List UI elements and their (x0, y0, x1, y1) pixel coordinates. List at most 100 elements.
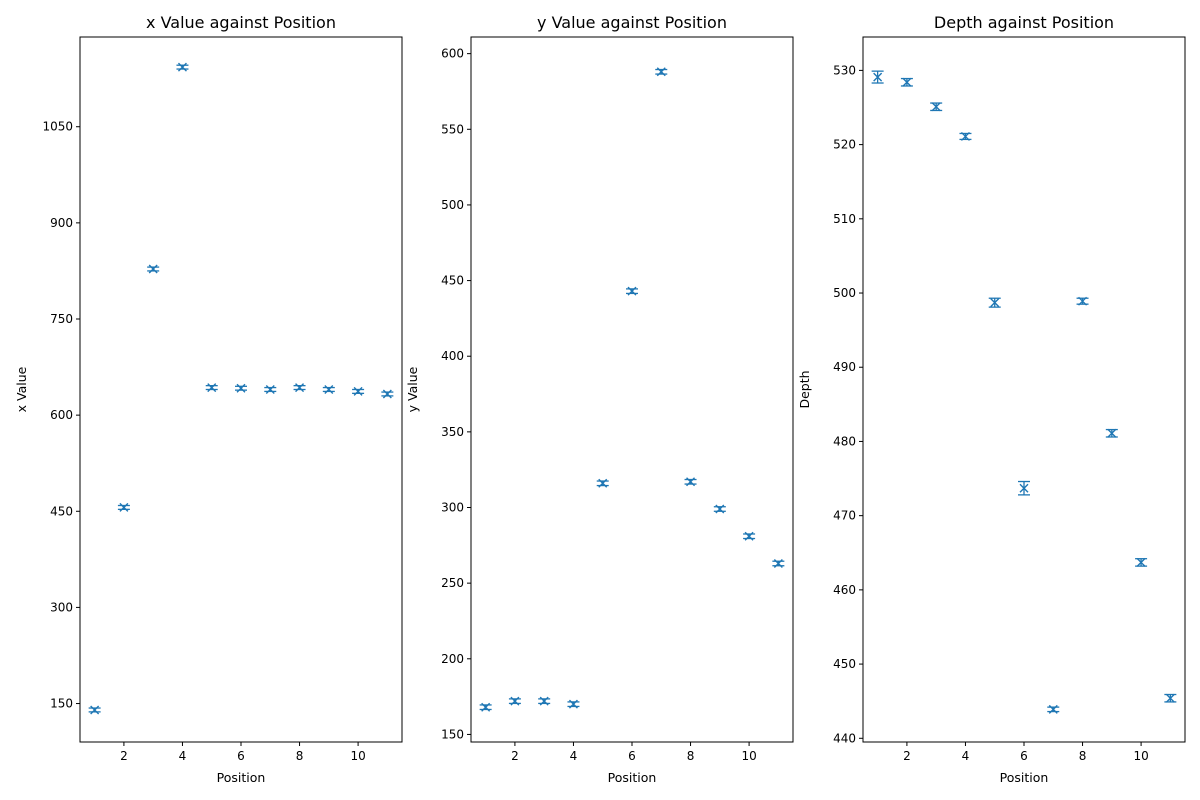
y-tick-label: 510 (833, 212, 856, 226)
x-marker (1165, 693, 1175, 703)
x-marker (236, 383, 246, 393)
x-marker (960, 131, 970, 141)
data-point (1047, 704, 1060, 714)
y-tick-label: 440 (833, 731, 856, 745)
data-point (352, 386, 365, 396)
y-tick-label: 450 (441, 274, 464, 288)
data-point (743, 531, 756, 541)
data-point (900, 77, 913, 87)
y-tick-label: 600 (50, 408, 73, 422)
data-point (772, 558, 785, 568)
y-tick-label: 350 (441, 425, 464, 439)
x-marker (481, 702, 491, 712)
y-axis-label: y Value (405, 366, 420, 412)
x-marker (90, 705, 100, 715)
data-point (538, 696, 551, 706)
x-marker (1136, 557, 1146, 567)
x-marker (744, 531, 754, 541)
data-point (117, 502, 130, 512)
x-tick-label: 2 (903, 749, 911, 763)
y-tick-label: 480 (833, 434, 856, 448)
x-tick-label: 10 (1133, 749, 1148, 763)
y-tick-label: 150 (441, 727, 464, 741)
chart-panel-3: Depth against Position 2 4 6 8 10 440 450 460 470… (797, 13, 1186, 785)
x-marker (873, 72, 883, 82)
y-tick-label: 200 (441, 652, 464, 666)
y-tick-label: 450 (50, 504, 73, 518)
data-point (655, 67, 668, 77)
y-tick-label: 520 (833, 138, 856, 152)
data-point (626, 286, 638, 296)
data-point (176, 62, 189, 72)
x-marker (598, 478, 608, 488)
y-axis-label: Depth (797, 370, 812, 408)
x-marker (324, 385, 334, 394)
x-tick-label: 4 (179, 749, 187, 763)
x-marker (990, 298, 1000, 308)
x-marker (773, 558, 783, 568)
data-point (264, 385, 277, 394)
x-marker (1078, 296, 1088, 306)
x-tick-label: 6 (628, 749, 636, 763)
x-marker (353, 386, 363, 396)
data-point (1076, 296, 1089, 306)
data-point (596, 478, 609, 488)
data-point (959, 131, 972, 141)
x-marker (119, 502, 129, 512)
data-point (147, 264, 160, 274)
x-tick-label: 10 (350, 749, 365, 763)
data-point (381, 389, 394, 399)
x-tick-label: 10 (741, 749, 756, 763)
y-tick-label: 750 (50, 312, 73, 326)
x-marker (1019, 483, 1029, 493)
y-tick-label: 460 (833, 583, 856, 597)
plot-frame (470, 36, 794, 743)
y-tick-label: 500 (833, 286, 856, 300)
x-marker (382, 389, 392, 399)
data-point (1135, 557, 1148, 567)
chart-panel-2: y Value against Position 2 4 6 8 10 150 200 250 3… (405, 13, 794, 785)
data-point (479, 702, 492, 712)
data-point (88, 705, 101, 715)
y-tick-label: 1050 (42, 120, 73, 134)
data-point (235, 383, 247, 393)
x-axis-label: Position (608, 770, 657, 785)
x-tick-label: 4 (570, 749, 578, 763)
data-point (713, 504, 726, 514)
data-point (322, 385, 335, 394)
data-point (293, 383, 306, 393)
y-tick-label: 600 (441, 47, 464, 61)
x-marker (627, 286, 637, 296)
x-tick-label: 6 (1020, 749, 1028, 763)
x-marker (715, 504, 725, 514)
data-point (1018, 480, 1030, 496)
x-tick-label: 4 (962, 749, 970, 763)
x-axis-label: Position (1000, 770, 1049, 785)
x-tick-label: 8 (687, 749, 695, 763)
x-marker (265, 385, 275, 394)
y-tick-label: 550 (441, 122, 464, 136)
x-marker (295, 383, 305, 393)
y-tick-label: 530 (833, 63, 856, 77)
chart-title: x Value against Position (146, 13, 336, 32)
y-tick-label: 500 (441, 198, 464, 212)
y-tick-label: 150 (50, 697, 73, 711)
data-point (684, 477, 697, 487)
y-tick-label: 470 (833, 509, 856, 523)
x-marker (902, 77, 912, 87)
x-marker (656, 67, 666, 77)
y-tick-label: 900 (50, 216, 73, 230)
chart-title: Depth against Position (934, 13, 1114, 32)
data-point (988, 297, 1001, 308)
y-tick-label: 490 (833, 360, 856, 374)
x-marker (1048, 704, 1058, 714)
y-tick-label: 300 (50, 600, 73, 614)
data-point (567, 699, 580, 709)
x-marker (510, 696, 520, 706)
data-point (508, 696, 521, 706)
x-marker (686, 477, 696, 487)
x-axis-label: Position (217, 770, 266, 785)
x-tick-label: 8 (1079, 749, 1087, 763)
x-tick-label: 6 (237, 749, 245, 763)
